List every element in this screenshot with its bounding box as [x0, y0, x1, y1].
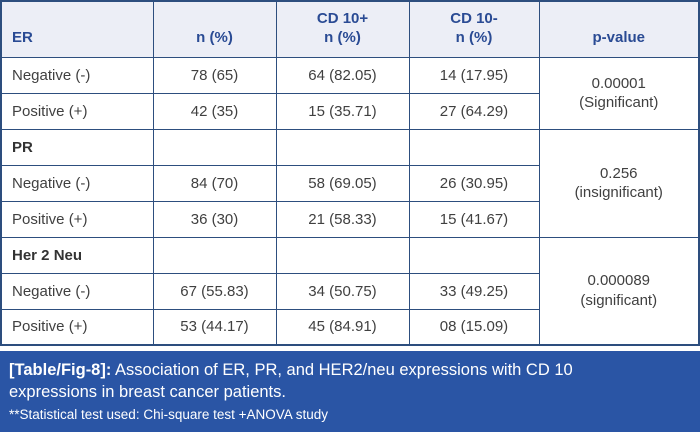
cd10-pos-value: 58 (69.05) [275, 164, 410, 202]
cd10-positive-line1: CD 10+ [316, 10, 369, 27]
row-label: Negative (-) [0, 164, 154, 202]
caption-tag: [Table/Fig-8]: [9, 361, 112, 379]
empty-cell [152, 236, 277, 274]
cd10-pos-value: 34 (50.75) [275, 272, 410, 310]
empty-cell [275, 128, 410, 166]
caption-band: [Table/Fig-8]: Association of ER, PR, an… [0, 351, 700, 432]
cd10-pos-value: 45 (84.91) [275, 308, 410, 346]
cd10-pos-value: 21 (58.33) [275, 200, 410, 238]
n-value: 67 (55.83) [152, 272, 277, 310]
table-row-pr-positive: Positive (+) 36 (30) 21 (58.33) 15 (41.6… [0, 200, 699, 238]
n-value: 53 (44.17) [152, 308, 277, 346]
cd10-neg-value: 08 (15.09) [408, 308, 540, 346]
cd10-neg-value: 14 (17.95) [408, 56, 540, 94]
section-title-pr: PR [0, 128, 154, 166]
section-title-her2neu: Her 2 Neu [0, 236, 154, 274]
p-value-cell-pr: 0.256 (insignificant) [538, 128, 700, 238]
table-row-pr-header: PR 0.256 (insignificant) [0, 128, 700, 238]
empty-cell [152, 128, 277, 166]
table-row-pr-negative: Negative (-) 84 (70) 58 (69.05) 26 (30.9… [0, 164, 699, 202]
n-value: 78 (65) [152, 56, 277, 94]
empty-cell [408, 128, 540, 166]
column-header-cd10-negative: CD 10- n (%) [408, 0, 540, 58]
p-value: 0.256 [599, 164, 638, 182]
empty-cell [275, 236, 410, 274]
row-label: Positive (+) [0, 200, 154, 238]
statistical-footnote: **Statistical test used: Chi-square test… [9, 406, 329, 422]
table-row-er-positive: Positive (+) 42 (35) 15 (35.71) 27 (64.2… [0, 92, 699, 130]
table-row-er-negative: Negative (-) 78 (65) 64 (82.05) 14 (17.9… [0, 56, 700, 130]
cd10-positive-line2: n (%) [324, 28, 361, 46]
table-row-her2-positive: Positive (+) 53 (44.17) 45 (84.91) 08 (1… [0, 308, 699, 346]
row-label: Positive (+) [0, 92, 154, 130]
p-value-cell-her2: 0.000089 (significant) [538, 236, 700, 346]
p-value-note: (significant) [580, 291, 658, 309]
cd10-neg-value: 27 (64.29) [408, 92, 540, 130]
row-label: Positive (+) [0, 308, 154, 346]
p-value-note: (Significant) [579, 94, 659, 111]
column-header-cd10-positive: CD 10+ n (%) [275, 0, 410, 58]
n-value: 36 (30) [152, 200, 277, 238]
cd10-negative-line1: CD 10- [450, 10, 498, 27]
column-header-n: n (%) [152, 0, 277, 58]
n-value: 84 (70) [152, 164, 277, 202]
header-row: ER n (%) CD 10+ n (%) CD 10- n (%) p-val… [0, 0, 700, 58]
column-header-p-value: p-value [538, 0, 700, 58]
p-value-cell-er: 0.00001 (Significant) [538, 56, 700, 130]
row-label: Negative (-) [0, 272, 154, 310]
p-value: 0.000089 [587, 272, 651, 290]
p-value: 0.00001 [591, 74, 646, 92]
table-row-her2-negative: Negative (-) 67 (55.83) 34 (50.75) 33 (4… [0, 272, 699, 310]
cd10-neg-value: 15 (41.67) [408, 200, 540, 238]
row-label: Negative (-) [0, 56, 154, 94]
column-header-er: ER [0, 0, 154, 58]
table-caption: [Table/Fig-8]: Association of ER, PR, an… [9, 360, 621, 404]
table-row-her2-header: Her 2 Neu 0.000089 (significant) [0, 236, 700, 346]
association-table: ER n (%) CD 10+ n (%) CD 10- n (%) p-val… [0, 0, 700, 346]
p-value-note: (insignificant) [574, 184, 663, 201]
cd10-pos-value: 64 (82.05) [275, 56, 410, 94]
n-value: 42 (35) [152, 92, 277, 130]
cd10-negative-line2: n (%) [455, 28, 493, 46]
cd10-neg-value: 26 (30.95) [408, 164, 540, 202]
empty-cell [408, 236, 540, 274]
cd10-pos-value: 15 (35.71) [275, 92, 410, 130]
caption-text: Association of ER, PR, and HER2/neu expr… [9, 361, 573, 401]
cd10-neg-value: 33 (49.25) [408, 272, 540, 310]
